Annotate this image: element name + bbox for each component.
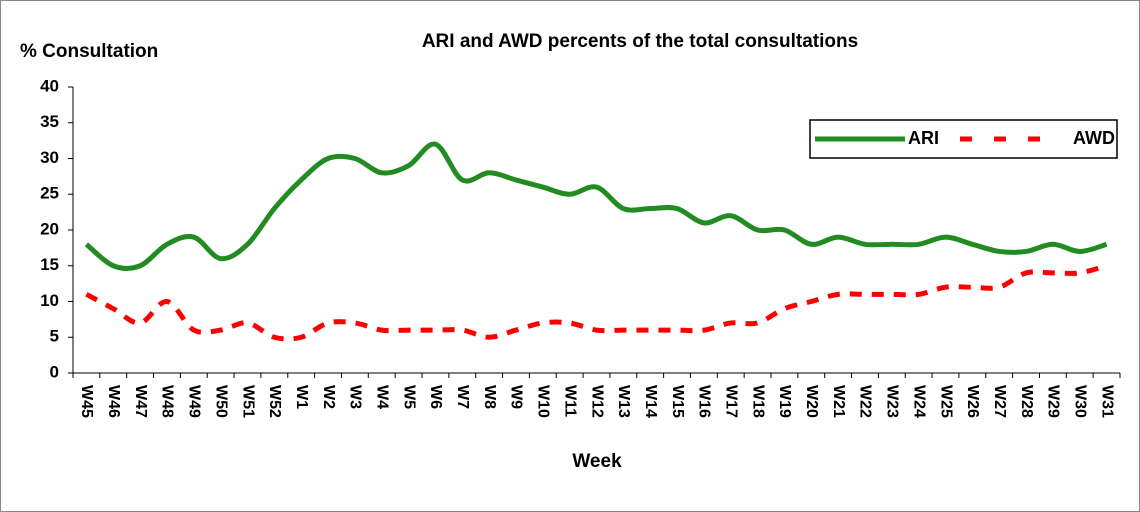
x-tick-label: W16 <box>696 385 713 418</box>
legend-label: ARI <box>908 128 939 148</box>
x-tick-label: W45 <box>78 385 95 418</box>
x-tick-label: W50 <box>212 385 229 418</box>
x-tick-label: W5 <box>400 385 417 409</box>
x-tick-label: W19 <box>776 385 793 418</box>
y-axis-title: % Consultation <box>20 41 158 62</box>
x-tick-label: W48 <box>159 385 176 418</box>
x-tick-label: W20 <box>803 385 820 418</box>
x-tick-label: W29 <box>1045 385 1062 418</box>
x-tick-label: W49 <box>186 385 203 418</box>
x-tick-label: W6 <box>427 385 444 409</box>
x-tick-label: W18 <box>749 385 766 418</box>
x-tick-label: W10 <box>535 385 552 418</box>
x-tick-label: W28 <box>1018 385 1035 418</box>
x-tick-label: W46 <box>105 385 122 418</box>
x-tick-label: W1 <box>293 385 310 409</box>
x-tick-label: W8 <box>481 385 498 409</box>
x-tick-label: W9 <box>508 385 525 409</box>
y-tick-label: 20 <box>40 219 59 238</box>
x-tick-label: W12 <box>588 385 605 418</box>
y-tick-label: 10 <box>40 291 59 310</box>
x-tick-label: W4 <box>373 385 390 409</box>
x-tick-label: W15 <box>669 385 686 418</box>
x-tick-label: W25 <box>937 385 954 418</box>
x-tick-label: W26 <box>964 385 981 418</box>
x-tick-label: W27 <box>991 385 1008 418</box>
y-tick-label: 30 <box>40 148 59 167</box>
x-tick-label: W3 <box>347 385 364 409</box>
line-series <box>85 263 1108 342</box>
y-tick-label: 15 <box>40 255 59 274</box>
x-tick-label: W11 <box>561 385 578 417</box>
x-tick-label: W21 <box>830 385 847 418</box>
legend-label: AWD <box>1073 128 1115 148</box>
x-tick-label: W23 <box>884 385 901 418</box>
x-tick-label: W52 <box>266 385 283 418</box>
x-tick-label: W30 <box>1071 385 1088 418</box>
x-tick-label: W7 <box>454 385 471 409</box>
x-tick-label: W14 <box>642 385 659 418</box>
y-tick-label: 0 <box>50 362 59 381</box>
x-tick-label: W47 <box>132 385 149 418</box>
x-tick-label: W51 <box>239 385 256 418</box>
y-tick-label: 25 <box>40 184 59 203</box>
y-tick-label: 5 <box>50 327 59 346</box>
x-axis-title: Week <box>572 451 622 472</box>
x-tick-label: W2 <box>320 385 337 409</box>
x-tick-label: W22 <box>857 385 874 418</box>
x-tick-label: W24 <box>910 385 927 418</box>
y-tick-label: 35 <box>40 112 59 131</box>
x-tick-label: W13 <box>615 385 632 418</box>
chart-title: ARI and AWD percents of the total consul… <box>422 31 858 52</box>
line-series <box>84 141 1108 271</box>
x-tick-label: W31 <box>1098 385 1115 418</box>
y-tick-label: 40 <box>40 76 59 95</box>
x-tick-label: W17 <box>722 385 739 418</box>
